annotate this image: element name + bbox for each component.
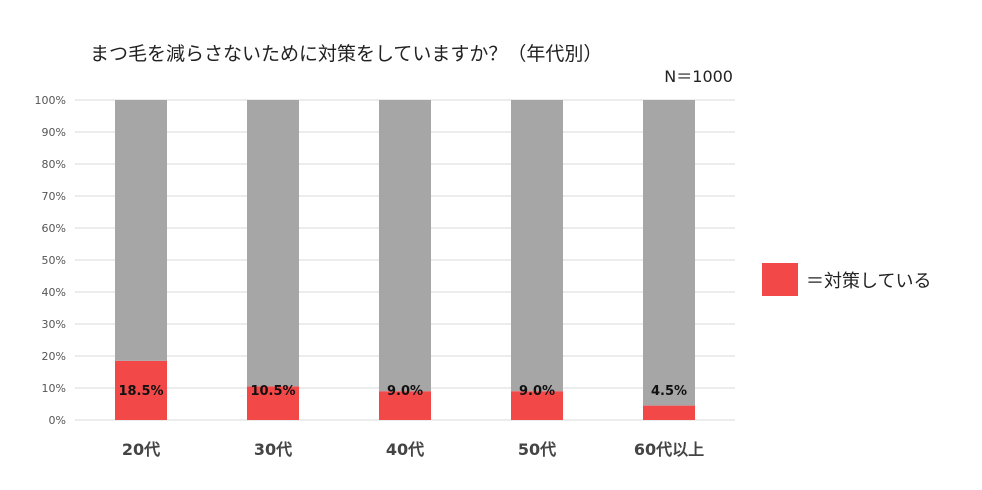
legend: ＝対策している xyxy=(762,263,931,296)
bar-segment-rest xyxy=(511,100,563,392)
bars: 18.5% 10.5% 9.0% 9.0% 4.5% xyxy=(115,100,695,420)
y-tick-label: 0% xyxy=(49,414,66,427)
y-tick-label: 70% xyxy=(42,190,66,203)
bar-segment-countermeasure xyxy=(247,386,299,420)
y-tick-label: 20% xyxy=(42,350,66,363)
chart-title: まつ毛を減らさないために対策をしていますか？（年代別） xyxy=(90,43,602,65)
y-tick-label: 10% xyxy=(42,382,66,395)
data-label: 9.0% xyxy=(519,384,555,399)
data-label: 9.0% xyxy=(387,384,423,399)
bar-segment-countermeasure xyxy=(643,405,695,420)
x-tick-label: 20代 xyxy=(122,440,160,459)
y-tick-label: 80% xyxy=(42,158,66,171)
bar-segment-countermeasure xyxy=(379,391,431,420)
bar-segment-rest xyxy=(643,100,695,406)
y-tick-label: 50% xyxy=(42,254,66,267)
x-tick-label: 60代以上 xyxy=(634,440,704,459)
x-tick-label: 40代 xyxy=(386,440,424,459)
y-tick-label: 60% xyxy=(42,222,66,235)
x-tick-label: 30代 xyxy=(254,440,292,459)
bar-segment-rest xyxy=(115,100,167,361)
legend-swatch xyxy=(762,263,798,296)
y-axis: 0% 10% 20% 30% 40% 50% 60% 70% 80% 90% 100% xyxy=(35,94,66,427)
y-tick-label: 40% xyxy=(42,286,66,299)
bar-segment-rest xyxy=(247,100,299,387)
x-tick-label: 50代 xyxy=(518,440,556,459)
y-tick-label: 90% xyxy=(42,126,66,139)
x-axis: 20代 30代 40代 50代 60代以上 xyxy=(122,440,704,459)
sample-size-label: N＝1000 xyxy=(664,67,733,86)
bar-segment-rest xyxy=(379,100,431,392)
legend-label: ＝対策している xyxy=(806,271,931,292)
y-tick-label: 100% xyxy=(35,94,66,107)
bar-segment-countermeasure xyxy=(511,391,563,420)
y-tick-label: 30% xyxy=(42,318,66,331)
data-label: 18.5% xyxy=(118,384,163,399)
data-label: 4.5% xyxy=(651,384,687,399)
bar-segment-countermeasure xyxy=(115,360,167,420)
data-label: 10.5% xyxy=(250,384,295,399)
